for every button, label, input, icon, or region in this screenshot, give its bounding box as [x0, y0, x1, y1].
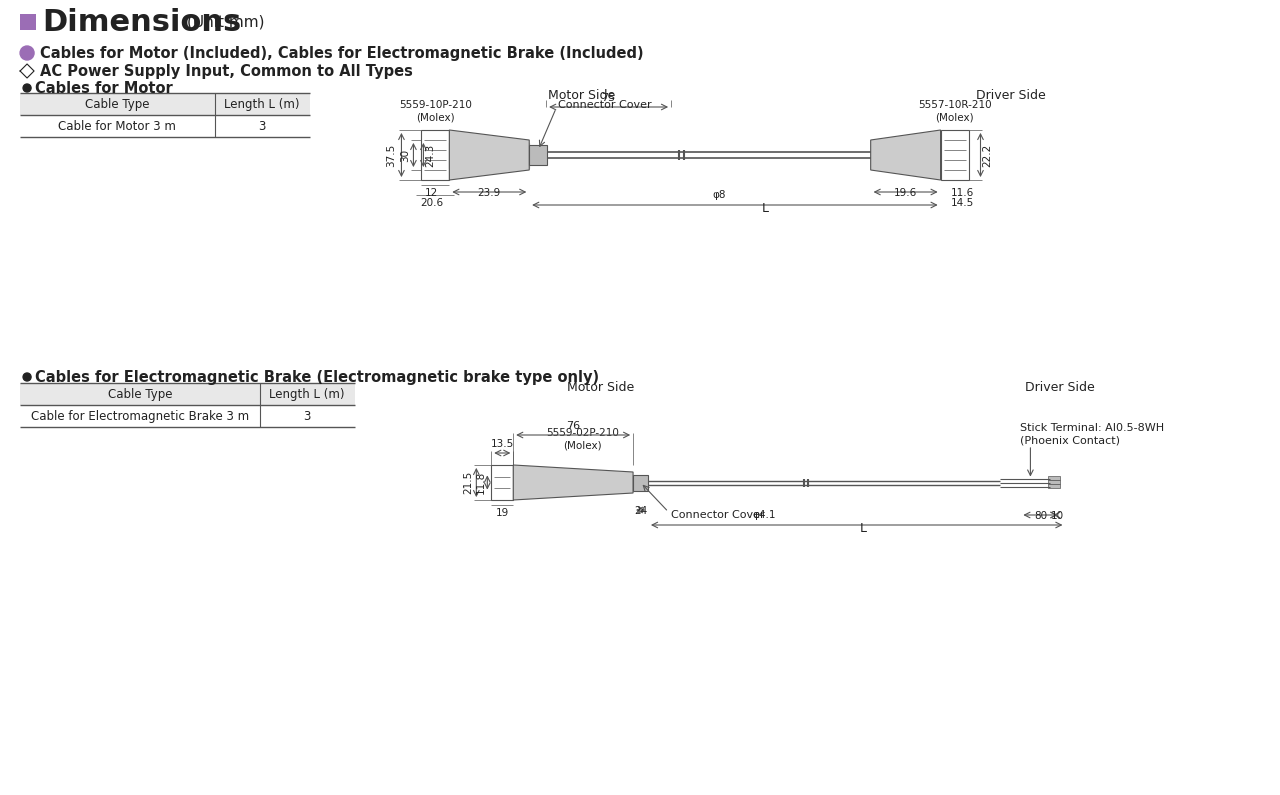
- Text: 11.8: 11.8: [475, 471, 485, 494]
- Text: Cables for Motor: Cables for Motor: [35, 80, 173, 95]
- Text: 30: 30: [401, 149, 411, 161]
- Text: Driver Side: Driver Side: [975, 88, 1046, 102]
- Text: Cable for Motor 3 m: Cable for Motor 3 m: [59, 119, 177, 133]
- Bar: [20, 383, 355, 405]
- Text: (Unit mm): (Unit mm): [187, 14, 264, 29]
- Text: 24: 24: [634, 506, 648, 516]
- Bar: [1048, 475, 1060, 479]
- Bar: [492, 465, 513, 500]
- Text: Length L (m): Length L (m): [269, 387, 344, 401]
- Bar: [20, 93, 310, 115]
- Text: 19.6: 19.6: [893, 188, 918, 198]
- Text: 19: 19: [495, 508, 509, 518]
- Bar: [529, 145, 548, 165]
- Text: Motor Side: Motor Side: [548, 88, 614, 102]
- Text: Length L (m): Length L (m): [224, 98, 300, 111]
- Text: Cables for Electromagnetic Brake (Electromagnetic brake type only): Cables for Electromagnetic Brake (Electr…: [35, 370, 599, 385]
- Text: 80: 80: [1034, 511, 1047, 521]
- Text: 21.5: 21.5: [463, 471, 474, 494]
- Text: 14.5: 14.5: [951, 198, 974, 208]
- Text: Dimensions: Dimensions: [42, 7, 242, 37]
- Text: 22.2: 22.2: [983, 143, 992, 167]
- Text: L: L: [762, 202, 768, 215]
- Bar: [1048, 483, 1060, 487]
- Text: Connector Cover: Connector Cover: [558, 100, 652, 110]
- Circle shape: [23, 84, 31, 92]
- Text: 3: 3: [259, 119, 266, 133]
- Text: Motor Side: Motor Side: [567, 381, 635, 394]
- Text: 5557-10R-210
(Molex): 5557-10R-210 (Molex): [918, 99, 991, 122]
- Text: φ8: φ8: [712, 190, 726, 200]
- Text: Stick Terminal: AI0.5-8WH
(Phoenix Contact): Stick Terminal: AI0.5-8WH (Phoenix Conta…: [1020, 423, 1165, 445]
- Bar: [1048, 479, 1060, 483]
- Bar: [20, 14, 36, 30]
- Text: Cable Type: Cable Type: [86, 98, 150, 111]
- Bar: [634, 475, 648, 491]
- Circle shape: [23, 373, 31, 381]
- Text: 24.3: 24.3: [425, 143, 435, 167]
- Bar: [941, 130, 969, 180]
- Bar: [421, 130, 449, 180]
- Text: 10: 10: [1051, 511, 1064, 521]
- Text: Driver Side: Driver Side: [1025, 381, 1096, 394]
- Polygon shape: [513, 465, 634, 500]
- Text: AC Power Supply Input, Common to All Types: AC Power Supply Input, Common to All Typ…: [40, 64, 413, 79]
- Text: 13.5: 13.5: [490, 439, 513, 449]
- Circle shape: [20, 46, 35, 60]
- Text: 75: 75: [602, 93, 616, 103]
- Text: 37.5: 37.5: [387, 143, 397, 167]
- Text: Cables for Motor (Included), Cables for Electromagnetic Brake (Included): Cables for Motor (Included), Cables for …: [40, 45, 644, 60]
- Text: Cable Type: Cable Type: [108, 387, 172, 401]
- Text: 23.9: 23.9: [477, 188, 500, 198]
- Text: L: L: [860, 522, 867, 535]
- Polygon shape: [449, 130, 529, 180]
- Text: 5559-02P-210
(Molex): 5559-02P-210 (Molex): [545, 428, 618, 450]
- Text: 20.6: 20.6: [420, 198, 443, 208]
- Text: 76: 76: [566, 421, 580, 431]
- Text: 5559-10P-210
(Molex): 5559-10P-210 (Molex): [399, 99, 472, 122]
- Text: φ4.1: φ4.1: [753, 510, 776, 520]
- Text: 12: 12: [425, 188, 438, 198]
- Text: Cable for Electromagnetic Brake 3 m: Cable for Electromagnetic Brake 3 m: [31, 409, 248, 422]
- Polygon shape: [870, 130, 941, 180]
- Text: 11.6: 11.6: [951, 188, 974, 198]
- Text: 3: 3: [303, 409, 311, 422]
- Text: Connector Cover: Connector Cover: [671, 510, 764, 520]
